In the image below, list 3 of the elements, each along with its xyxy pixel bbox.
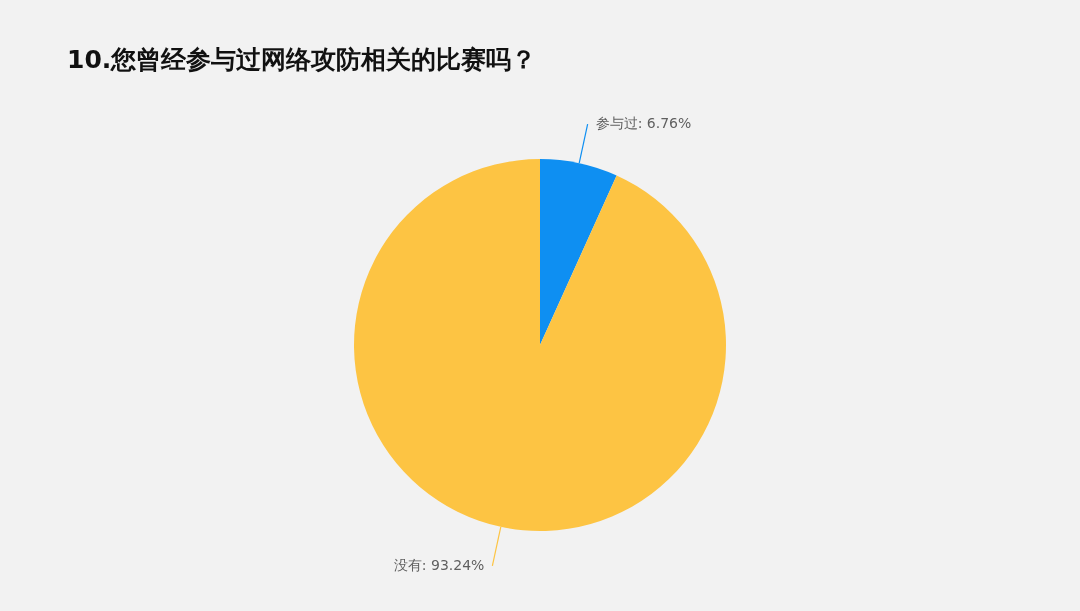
slice-label: 没有: 93.24% <box>393 556 485 573</box>
slice-label: 参与过: 6.76% <box>595 115 692 132</box>
chart-title: 10.您曾经参与过网络攻防相关的比赛吗？ <box>67 45 537 74</box>
